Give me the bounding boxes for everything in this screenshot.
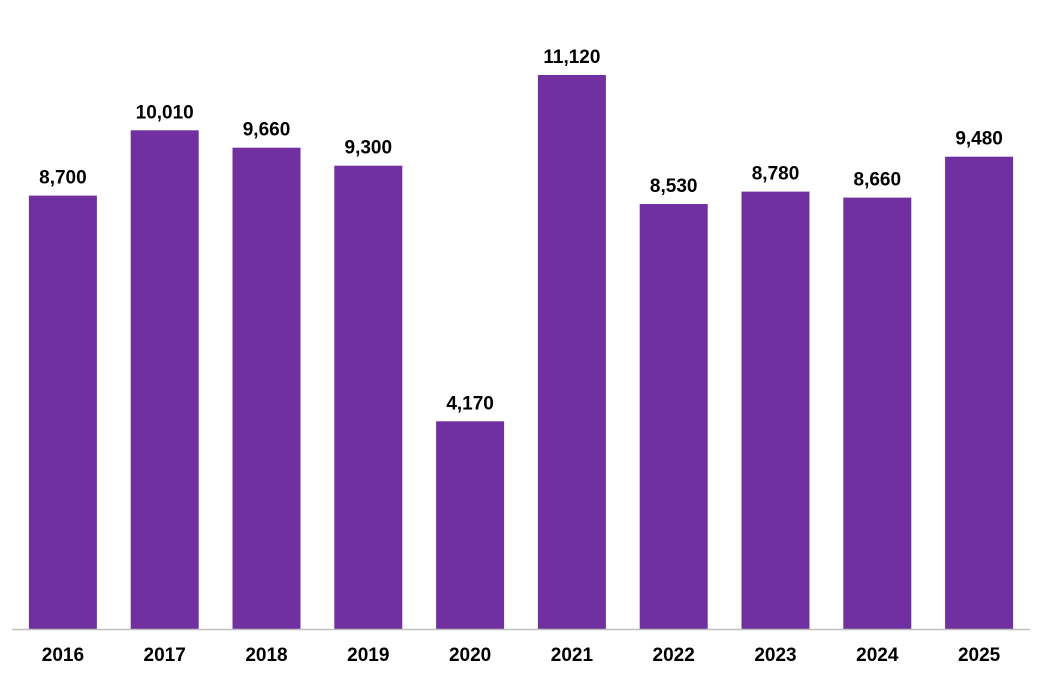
x-tick-label-2017: 2017 xyxy=(144,645,186,666)
value-label-2020: 4,170 xyxy=(446,393,494,414)
bar-2016 xyxy=(28,195,97,629)
value-label-2025: 9,480 xyxy=(955,129,1003,150)
value-label-2024: 8,660 xyxy=(854,170,902,191)
bar-2023 xyxy=(741,191,810,629)
bar-2020 xyxy=(436,421,505,630)
value-label-2022: 8,530 xyxy=(650,176,698,197)
bar-2024 xyxy=(843,197,912,629)
x-tick-label-2021: 2021 xyxy=(551,645,594,666)
bar-2025 xyxy=(945,156,1014,629)
bar-2019 xyxy=(334,165,403,629)
x-tick-label-2023: 2023 xyxy=(754,645,796,666)
value-label-2021: 11,120 xyxy=(543,47,600,68)
x-tick-label-2018: 2018 xyxy=(245,645,287,666)
value-labels-group: 8,700 10,010 9,660 9,300 4,170 11,120 8,530 8,7… xyxy=(39,47,1003,414)
x-tick-label-2025: 2025 xyxy=(958,645,1001,666)
x-tick-label-2016: 2016 xyxy=(42,645,84,666)
value-label-2016: 8,700 xyxy=(39,168,87,189)
bar-2021 xyxy=(537,75,606,629)
x-tick-label-2019: 2019 xyxy=(347,645,389,666)
x-tick-label-2022: 2022 xyxy=(653,645,695,666)
value-label-2023: 8,780 xyxy=(752,164,800,185)
value-label-2018: 9,660 xyxy=(243,120,291,141)
value-label-2017: 10,010 xyxy=(136,102,194,123)
x-tick-label-2020: 2020 xyxy=(449,645,491,666)
x-tick-labels-group: 2016 2017 2018 2019 2020 2021 2022 2023 2024 2025 xyxy=(42,645,1001,666)
bar-2017 xyxy=(130,130,199,630)
bar-2018 xyxy=(232,147,301,629)
x-tick-label-2024: 2024 xyxy=(856,645,899,666)
value-label-2019: 9,300 xyxy=(345,138,393,159)
bars-group xyxy=(28,75,1014,630)
bar-2022 xyxy=(639,204,708,629)
